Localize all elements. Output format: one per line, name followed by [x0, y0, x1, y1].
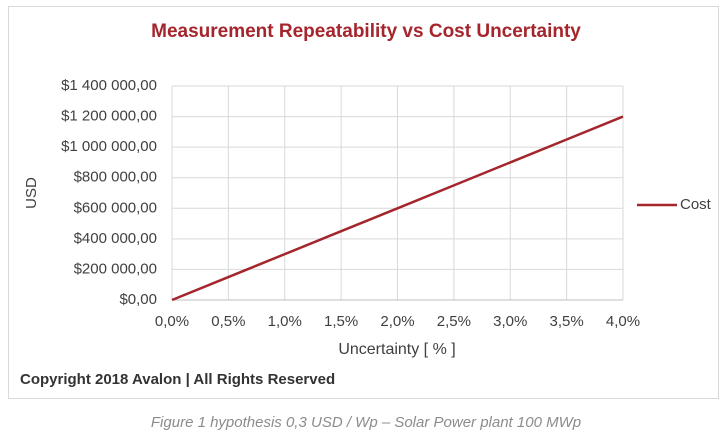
x-tick-label: 1,0%: [268, 313, 302, 330]
y-axis-title: USD: [23, 177, 40, 209]
copyright: Copyright 2018 Avalon | All Rights Reser…: [20, 371, 335, 388]
y-tick-label: $600 000,00: [74, 199, 157, 216]
y-tick-label: $400 000,00: [74, 230, 157, 247]
x-tick-label: 0,5%: [211, 313, 245, 330]
x-tick-label: 1,5%: [324, 313, 358, 330]
x-tick-label: 0,0%: [155, 313, 189, 330]
x-tick-label: 3,5%: [550, 313, 584, 330]
y-tick-label: $1 400 000,00: [61, 77, 157, 94]
figure-caption: Figure 1 hypothesis 0,3 USD / Wp – Solar…: [151, 414, 581, 431]
y-tick-label: $200 000,00: [74, 260, 157, 277]
line-series: [171, 115, 624, 302]
chart-title: Measurement Repeatability vs Cost Uncert…: [151, 21, 581, 42]
x-tick-label: 2,5%: [437, 313, 471, 330]
legend-label: Cost: [680, 196, 712, 213]
x-tick-label: 4,0%: [606, 313, 640, 330]
x-axis-title: Uncertainty [ % ]: [338, 341, 455, 358]
y-tick-label: $1 200 000,00: [61, 108, 157, 125]
chart-frame: [8, 6, 719, 399]
y-tick-label: $1 000 000,00: [61, 138, 157, 155]
y-tick-label: $800 000,00: [74, 169, 157, 186]
x-tick-label: 2,0%: [380, 313, 414, 330]
y-tick-label: $0,00: [119, 291, 157, 308]
x-tick-label: 3,0%: [493, 313, 527, 330]
